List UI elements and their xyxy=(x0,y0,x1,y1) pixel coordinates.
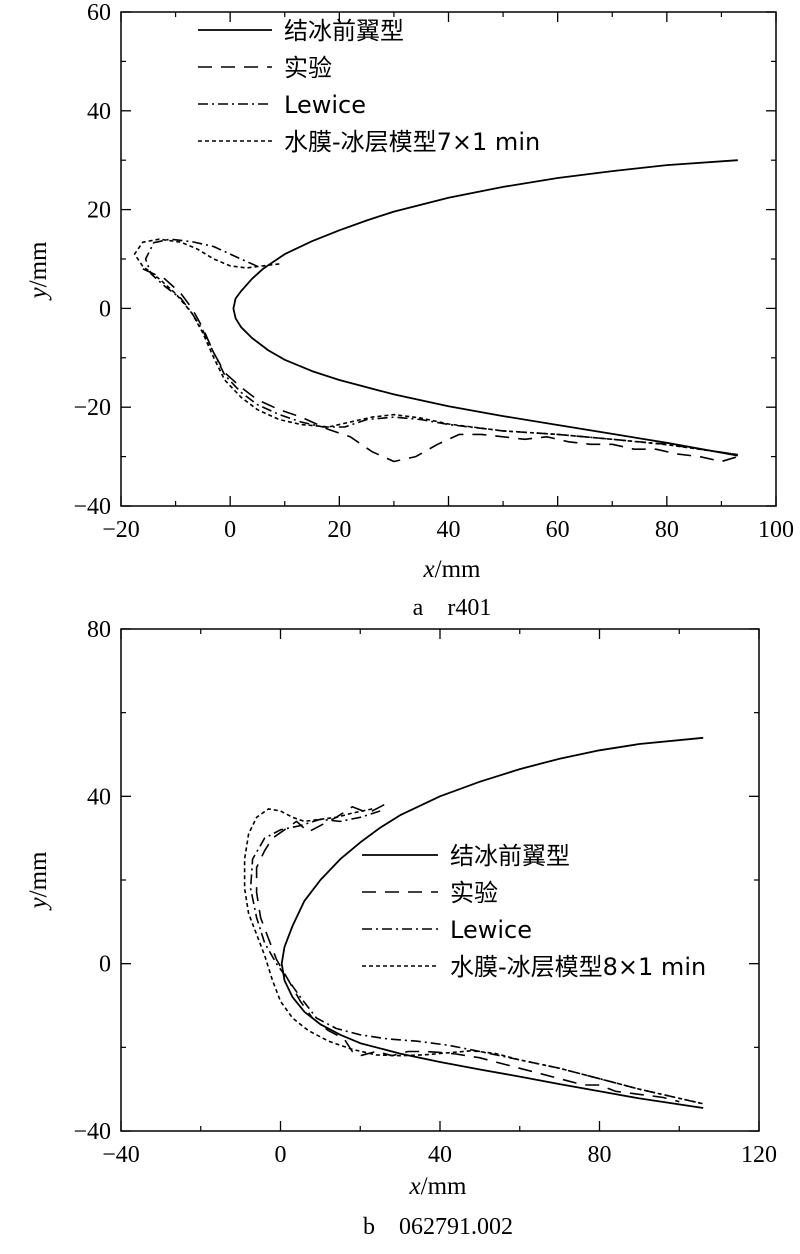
panel-b-ticks: −40 0 40 80 120 −40 0 40 80 xyxy=(73,617,777,1168)
panel-a-x-tick-label: −20 xyxy=(102,517,140,543)
panel-b-series-line-dotted xyxy=(243,808,704,1105)
panel-a-y-tick-label: 60 xyxy=(87,0,111,26)
panel-a-y-tick-label: 0 xyxy=(99,296,111,322)
panel-b-series-line-dashed xyxy=(255,803,680,1103)
panel-a-series-line-dotted xyxy=(133,238,738,456)
panel-a-x-tick-label: 80 xyxy=(655,517,679,543)
panel-a-y-tick-label: −40 xyxy=(73,494,111,520)
panel-a-y-tick-label: −20 xyxy=(73,395,111,421)
panel-b-x-tick-label: 120 xyxy=(741,1142,777,1168)
panel-b-y-tick-label: −40 xyxy=(73,1119,111,1145)
panel-b-x-tick-label: −40 xyxy=(102,1142,140,1168)
panel-a-x-tick-label: 60 xyxy=(546,517,570,543)
panel-a-legend-label: 实验 xyxy=(284,54,332,82)
panel-b-legend-label: 结冰前翼型 xyxy=(450,842,570,870)
panel-b-x-axis-label: x/mm xyxy=(409,1173,468,1200)
panel-a-legend-label: Lewice xyxy=(284,91,366,119)
panel-a-y-axis-label: y/mm xyxy=(25,241,52,302)
panel-a-caption: a r401 xyxy=(413,595,492,621)
panel-a-series xyxy=(133,159,739,463)
panel-a-series-line-dashdot xyxy=(144,238,738,456)
panel-a-legend-label: 水膜-冰层模型7×1 min xyxy=(284,128,540,156)
panel-a-x-tick-label: 100 xyxy=(758,517,794,543)
panel-a-x-axis-label: x/mm xyxy=(423,556,482,583)
panel-b-y-tick-label: 0 xyxy=(99,952,111,978)
panel-a-series-line-dashed xyxy=(142,268,739,463)
panel-b-series xyxy=(243,736,704,1109)
panel-b-series-line-dashdot xyxy=(249,810,704,1105)
panel-a-y-tick-label: 40 xyxy=(87,99,111,125)
panel-b-axes xyxy=(120,628,760,1132)
panel-b-x-tick-label: 40 xyxy=(428,1142,452,1168)
panel-b-legend-label: 实验 xyxy=(450,879,498,907)
panel-a-y-tick-label: 20 xyxy=(87,198,111,224)
panel-a-x-tick-label: 20 xyxy=(327,517,351,543)
panel-b-plot-frame xyxy=(120,628,760,1132)
panel-b-legend-label: Lewice xyxy=(450,916,532,944)
panel-b-series-line-solid xyxy=(280,736,704,1109)
panel-a-x-tick-label: 40 xyxy=(437,517,461,543)
panel-a-plot-frame xyxy=(120,11,777,507)
panel-b-y-tick-label: 80 xyxy=(87,617,111,643)
panel-b-caption: b 062791.002 xyxy=(363,1214,513,1240)
panel-a-x-tick-label: 0 xyxy=(224,517,236,543)
panel-b-x-tick-label: 80 xyxy=(588,1142,612,1168)
panel-b-y-axis-label: y/mm xyxy=(25,851,52,912)
panel-a-axes xyxy=(120,11,777,507)
panel-a-series-line-solid xyxy=(232,159,738,457)
panel-b-legend-label: 水膜-冰层模型8×1 min xyxy=(450,953,706,981)
panel-a-legend-label: 结冰前翼型 xyxy=(284,17,404,45)
panel-b-x-tick-label: 0 xyxy=(275,1142,287,1168)
panel-b-y-tick-label: 40 xyxy=(87,784,111,810)
